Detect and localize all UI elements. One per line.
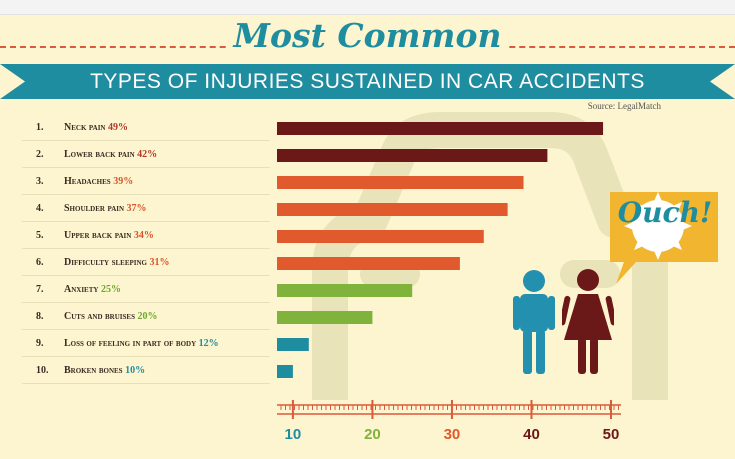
row-label: Loss of feeling in part of body 12% xyxy=(64,338,219,349)
row-percent: 12% xyxy=(198,338,219,349)
row-label: Anxiety 25% xyxy=(64,284,121,295)
row-label: Upper back pain 34% xyxy=(64,230,154,241)
row-number: 9. xyxy=(36,338,44,349)
row-number: 6. xyxy=(36,257,44,268)
label-row: 4. Shoulder pain 37% xyxy=(22,197,270,222)
row-percent: 37% xyxy=(126,203,147,214)
row-percent: 31% xyxy=(149,257,170,268)
label-row: 1. Neck pain 49% xyxy=(22,116,270,141)
label-row: 5. Upper back pain 34% xyxy=(22,224,270,249)
row-label-text: Anxiety xyxy=(64,284,99,295)
label-row: 2. Lower back pain 42% xyxy=(22,143,270,168)
row-percent: 25% xyxy=(100,284,121,295)
banner-title: TYPES OF INJURIES SUSTAINED IN CAR ACCID… xyxy=(90,70,645,93)
bar xyxy=(277,149,548,162)
row-number: 5. xyxy=(36,230,44,241)
label-row: 7. Anxiety 25% xyxy=(22,278,270,303)
row-label: Shoulder pain 37% xyxy=(64,203,147,214)
title-script: Most Common xyxy=(0,16,735,56)
x-tick-label: 30 xyxy=(444,426,461,443)
ouch-text: Ouch! xyxy=(617,196,713,229)
bar xyxy=(277,257,460,270)
row-number: 4. xyxy=(36,203,44,214)
row-label-text: Neck pain xyxy=(64,122,106,133)
woman-figure-icon xyxy=(562,269,614,374)
row-label: Broken bones 10% xyxy=(64,365,145,376)
label-row: 3. Headaches 39% xyxy=(22,170,270,195)
row-label: Cuts and bruises 20% xyxy=(64,311,157,322)
row-number: 1. xyxy=(36,122,44,133)
row-number: 7. xyxy=(36,284,44,295)
x-tick-label: 10 xyxy=(285,426,302,443)
top-strip xyxy=(0,0,735,15)
row-number: 10. xyxy=(36,365,49,376)
row-number: 3. xyxy=(36,176,44,187)
x-tick-label: 20 xyxy=(364,426,381,443)
label-row: 10. Broken bones 10% xyxy=(22,359,270,384)
row-number: 8. xyxy=(36,311,44,322)
speech-bubble xyxy=(610,192,718,284)
row-number: 2. xyxy=(36,149,44,160)
title-banner xyxy=(0,64,735,99)
bar xyxy=(277,284,413,297)
row-label: Difficulty sleeping 31% xyxy=(64,257,169,268)
label-row: 6. Difficulty sleeping 31% xyxy=(22,251,270,276)
bar xyxy=(277,203,508,216)
x-tick-label: 40 xyxy=(523,426,540,443)
row-percent: 34% xyxy=(133,230,154,241)
bar xyxy=(277,176,524,189)
row-label: Neck pain 49% xyxy=(64,122,128,133)
row-label-text: Broken bones xyxy=(64,365,123,376)
row-label-text: Lower back pain xyxy=(64,149,135,160)
man-figure-icon xyxy=(513,270,555,374)
x-tick-label: 50 xyxy=(603,426,620,443)
row-label-text: Shoulder pain xyxy=(64,203,125,214)
label-row: 9. Loss of feeling in part of body 12% xyxy=(22,332,270,357)
row-label-text: Upper back pain xyxy=(64,230,132,241)
row-percent: 39% xyxy=(113,176,134,187)
label-row: 8. Cuts and bruises 20% xyxy=(22,305,270,330)
row-label: Headaches 39% xyxy=(64,176,133,187)
row-percent: 20% xyxy=(137,311,158,322)
bar xyxy=(277,122,604,135)
row-label-text: Difficulty sleeping xyxy=(64,257,147,268)
source-label: Source: LegalMatch xyxy=(587,101,661,111)
bar xyxy=(277,311,373,324)
row-label-text: Headaches xyxy=(64,176,111,187)
row-label: Lower back pain 42% xyxy=(64,149,157,160)
row-percent: 42% xyxy=(137,149,158,160)
bar xyxy=(277,338,309,351)
row-label-text: Cuts and bruises xyxy=(64,311,135,322)
row-percent: 49% xyxy=(107,122,128,133)
bar xyxy=(277,365,293,378)
bar xyxy=(277,230,484,243)
row-percent: 10% xyxy=(125,365,146,376)
row-label-text: Loss of feeling in part of body xyxy=(64,338,197,349)
